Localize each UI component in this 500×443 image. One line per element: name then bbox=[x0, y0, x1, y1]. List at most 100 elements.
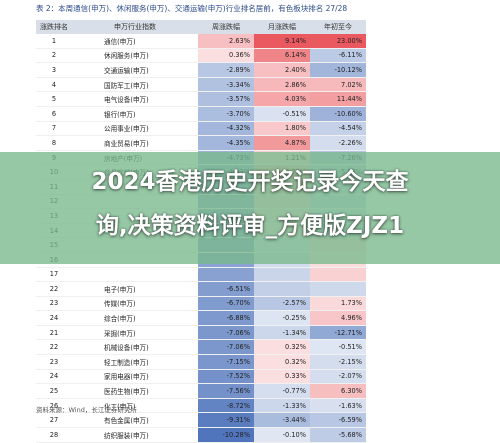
table-header: 涨跌排名 申万行业指数 周涨跌幅 月涨跌幅 年初至今 bbox=[36, 20, 366, 34]
industry-cell: 轻工制造(申万) bbox=[104, 358, 149, 367]
table-row: 17 bbox=[36, 267, 366, 283]
rank-cell: 5 bbox=[51, 95, 57, 104]
rank-cell: 22 bbox=[49, 343, 59, 352]
industry-cell: 纺织服装(申万) bbox=[104, 431, 149, 440]
ytd-change-cell: -5.68% bbox=[310, 428, 366, 442]
rank-cell: 25 bbox=[49, 387, 59, 396]
rank-cell: 23 bbox=[49, 299, 59, 308]
ytd-change-cell: 4.96% bbox=[310, 311, 366, 325]
rank-cell: 2 bbox=[51, 51, 57, 60]
header-ytd: 年初至今 bbox=[324, 23, 352, 31]
monthly-change-cell: 2.40% bbox=[254, 63, 310, 77]
weekly-change-cell: -7.56% bbox=[198, 384, 254, 398]
rank-cell: 26 bbox=[49, 401, 59, 410]
weekly-change-cell: -7.52% bbox=[198, 369, 254, 384]
ytd-change-cell: -10.60% bbox=[310, 106, 366, 121]
table-row: 5 电气设备(申万) -3.57% 4.03% 11.44% bbox=[36, 92, 366, 107]
banner-line-2: 询,决策资料评审_方便版ZJZ1 bbox=[95, 213, 405, 239]
industry-cell: 通信(申万) bbox=[104, 37, 136, 46]
rank-cell: 8 bbox=[51, 138, 57, 147]
weekly-change-cell: -7.06% bbox=[198, 340, 254, 355]
weekly-change-cell: -10.28% bbox=[198, 428, 254, 442]
weekly-change-cell: -3.34% bbox=[198, 77, 254, 92]
table-row: 22 机械设备(申万) -7.06% 0.32% -0.51% bbox=[36, 340, 366, 356]
monthly-change-cell: -0.51% bbox=[254, 106, 310, 121]
ytd-change-cell: -2.26% bbox=[310, 136, 366, 150]
rank-cell: 24 bbox=[49, 372, 59, 381]
monthly-change-cell: 0.32% bbox=[254, 340, 310, 355]
industry-cell: 采掘(申万) bbox=[104, 329, 136, 338]
ytd-change-cell: 23.00% bbox=[310, 34, 366, 48]
rank-cell: 23 bbox=[49, 357, 59, 366]
ytd-change-cell bbox=[310, 267, 366, 282]
ytd-change-cell: -0.51% bbox=[310, 340, 366, 355]
table-row: 1 通信(申万) 2.63% 9.14% 23.00% bbox=[36, 34, 366, 49]
ytd-change-cell: -6.59% bbox=[310, 413, 366, 428]
ytd-change-cell: -4.54% bbox=[310, 121, 366, 136]
monthly-change-cell: -3.44% bbox=[254, 413, 310, 428]
industry-cell: 电气设备(申万) bbox=[104, 96, 149, 105]
industry-cell: 综合(申万) bbox=[104, 315, 136, 324]
monthly-change-cell: 0.33% bbox=[254, 369, 310, 384]
industry-cell: 国防军工(申万) bbox=[104, 81, 149, 90]
weekly-change-cell bbox=[198, 267, 254, 282]
table-row: 6 银行(申万) -3.70% -0.51% -10.60% bbox=[36, 106, 366, 122]
weekly-change-cell: 0.36% bbox=[198, 48, 254, 63]
ytd-change-cell: -6.11% bbox=[310, 48, 366, 63]
ytd-change-cell: -2.15% bbox=[310, 355, 366, 369]
table-row: 21 采掘(申万) -7.06% -1.34% -12.71% bbox=[36, 325, 366, 341]
monthly-change-cell: 2.86% bbox=[254, 77, 310, 92]
table-row: 26 化工(申万) -8.72% -1.33% -1.63% bbox=[36, 398, 366, 414]
table-row: 8 商业贸易(申万) -4.35% 4.87% -2.26% bbox=[36, 136, 366, 151]
ytd-change-cell: -1.63% bbox=[310, 398, 366, 413]
table-row: 23 传媒(申万) -6.70% -2.57% 1.73% bbox=[36, 296, 366, 312]
weekly-change-cell: -2.89% bbox=[198, 63, 254, 77]
rank-cell: 22 bbox=[49, 284, 59, 293]
industry-cell: 银行(申万) bbox=[104, 110, 136, 119]
banner-line-1: 2024香港历史开奖记录今天查 bbox=[91, 169, 409, 195]
rank-cell: 3 bbox=[51, 65, 57, 74]
table-row: 27 有色金属(申万) -9.31% -3.44% -6.59% bbox=[36, 413, 366, 429]
industry-cell: 传媒(申万) bbox=[104, 300, 136, 309]
rank-cell: 24 bbox=[49, 314, 59, 323]
weekly-change-cell: -7.06% bbox=[198, 325, 254, 340]
weekly-change-cell: -6.88% bbox=[198, 311, 254, 325]
monthly-change-cell: -2.57% bbox=[254, 296, 310, 311]
header-industry: 申万行业指数 bbox=[114, 23, 156, 31]
monthly-change-cell: 4.03% bbox=[254, 92, 310, 106]
monthly-change-cell: 0.32% bbox=[254, 355, 310, 369]
ytd-change-cell: 11.44% bbox=[310, 92, 366, 106]
rank-cell: 21 bbox=[49, 328, 59, 337]
rank-cell: 17 bbox=[49, 270, 59, 279]
ytd-change-cell: -10.12% bbox=[310, 63, 366, 77]
monthly-change-cell: 9.14% bbox=[254, 34, 310, 48]
table-row: 24 家用电器(申万) -7.52% 0.33% -2.07% bbox=[36, 369, 366, 385]
industry-cell: 休闲服务(申万) bbox=[104, 52, 149, 61]
industry-cell: 化工(申万) bbox=[104, 402, 136, 411]
industry-cell: 商业贸易(申万) bbox=[104, 139, 149, 148]
industry-cell: 医药生物(申万) bbox=[104, 388, 149, 397]
table-row: 23 轻工制造(申万) -7.15% 0.32% -2.15% bbox=[36, 355, 366, 370]
industry-cell: 电子(申万) bbox=[104, 285, 136, 294]
weekly-change-cell: -6.70% bbox=[198, 296, 254, 311]
industry-cell bbox=[72, 268, 198, 282]
industry-cell: 交通运输(申万) bbox=[104, 66, 149, 75]
monthly-change-cell bbox=[254, 267, 310, 282]
header-weekly: 周涨跌幅 bbox=[212, 23, 240, 31]
weekly-change-cell: -6.51% bbox=[198, 282, 254, 296]
table-row: 24 综合(申万) -6.88% -0.25% 4.96% bbox=[36, 311, 366, 326]
weekly-change-cell: -3.57% bbox=[198, 92, 254, 106]
monthly-change-cell: 6.14% bbox=[254, 48, 310, 63]
industry-cell: 公用事业(申万) bbox=[104, 125, 149, 134]
overlay-banner bbox=[0, 152, 500, 264]
rank-cell: 28 bbox=[49, 430, 59, 439]
banner-text: 2024香港历史开奖记录今天查 询,决策资料评审_方便版ZJZ1 bbox=[0, 160, 500, 248]
header-rank: 涨跌排名 bbox=[40, 23, 68, 31]
table-caption: 表 2：本周通信(申万)、休闲服务(申万)、交通运输(申万)行业排名居前，有色板… bbox=[36, 4, 348, 13]
monthly-change-cell: -1.33% bbox=[254, 398, 310, 413]
rank-cell: 6 bbox=[51, 109, 57, 118]
ytd-change-cell: 6.30% bbox=[310, 384, 366, 398]
monthly-change-cell: -0.25% bbox=[254, 311, 310, 325]
weekly-change-cell: 2.63% bbox=[198, 34, 254, 48]
table-row: 25 医药生物(申万) -7.56% -0.77% 6.30% bbox=[36, 384, 366, 399]
